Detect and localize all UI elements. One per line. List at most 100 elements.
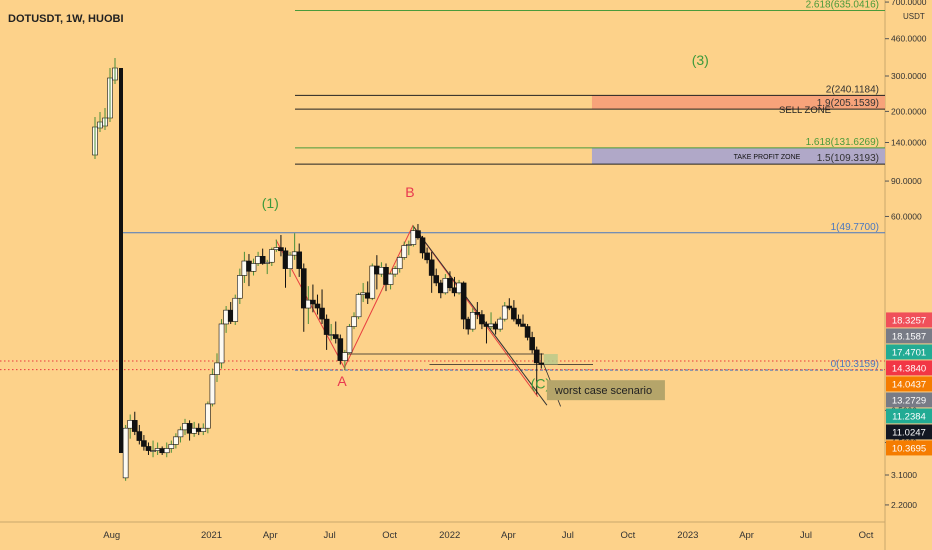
price-tag-label: 14.3840 <box>892 363 926 374</box>
y-tick-label: 60.0000 <box>891 211 922 221</box>
candle-body <box>127 420 134 429</box>
fib-label: 2(240.1184) <box>826 84 879 95</box>
candle-body <box>186 423 193 434</box>
candle-body <box>255 256 261 264</box>
candle-body <box>223 309 229 325</box>
fib-label: 0(10.3159) <box>831 359 879 370</box>
candle-body <box>524 326 531 338</box>
candle-body <box>323 318 330 335</box>
price-tag <box>886 312 932 328</box>
wave-label: B <box>405 184 414 200</box>
candle-body <box>278 247 284 252</box>
price-axis[interactable]: 700.0000 460.0000 300.0000 200.0000 140.0000… <box>885 0 932 510</box>
candle-body <box>401 245 408 258</box>
candle-body <box>209 374 216 405</box>
candle-body <box>406 244 412 246</box>
candle-body <box>131 420 138 432</box>
candle-body <box>346 326 353 353</box>
candle-body <box>378 267 385 275</box>
candle-body <box>529 337 535 351</box>
candle-body <box>337 338 344 361</box>
candle-body <box>428 259 435 276</box>
zones-layer: TAKE PROFIT ZONE <box>591 95 885 165</box>
position-box <box>543 354 558 365</box>
candle-body <box>218 323 225 364</box>
candle-body <box>538 362 545 365</box>
y-tick-label: 460.0000 <box>891 34 927 44</box>
candle-body <box>483 323 490 327</box>
y-tick-label: 200.0000 <box>891 106 927 116</box>
plot-background <box>0 0 885 550</box>
wave-labels-layer: (1) B (3) A (C) worst case scenario <box>262 52 709 401</box>
candle-body <box>492 323 499 330</box>
fib-label: 1.5(109.3193) <box>817 153 879 164</box>
candle-body <box>195 427 202 432</box>
candle-body <box>447 278 453 289</box>
price-axis-panel[interactable] <box>885 0 932 550</box>
candle-body <box>419 237 426 254</box>
candle-body <box>246 260 252 272</box>
candle-body <box>154 448 161 451</box>
candle-body <box>456 282 462 294</box>
candle-body <box>342 352 348 361</box>
price-tag <box>886 408 932 424</box>
x-tick-label: Apr <box>263 530 278 541</box>
candle-body <box>332 334 339 339</box>
wave-label: (3) <box>692 52 709 68</box>
price-tag <box>886 344 932 360</box>
candle-body <box>497 318 503 330</box>
candle-body <box>268 249 275 263</box>
y-tick-label: 2.2000 <box>891 500 917 510</box>
price-tag <box>886 424 932 440</box>
candle-body <box>506 305 513 309</box>
candle-body <box>433 275 440 284</box>
candle-body <box>305 299 312 309</box>
candle-body <box>200 427 207 432</box>
fib-label: 2.618(635.0416) <box>806 0 879 11</box>
sell-zone-label: SELL ZONE <box>779 105 831 116</box>
candle-body <box>369 265 376 299</box>
x-tick-label: 2021 <box>201 530 222 541</box>
candle-body <box>442 278 449 294</box>
axis-unit: USDT <box>903 12 925 21</box>
take-profit-zone-label: TAKE PROFIT ZONE <box>734 154 801 161</box>
y-tick-label: 700.0000 <box>891 0 927 7</box>
time-axis[interactable]: Aug 2021 Apr Jul Oct 2022 Apr Jul Oct 2023 Apr Jul O… <box>0 521 885 541</box>
worst-case-callout <box>546 380 665 401</box>
candle-body <box>205 403 211 429</box>
candle-body <box>177 429 184 438</box>
candle-body <box>451 287 458 294</box>
price-tag <box>886 360 932 376</box>
candle-body <box>515 318 522 325</box>
price-tag-label: 11.2384 <box>892 411 926 422</box>
candle-body <box>383 267 389 285</box>
candle-body <box>410 230 417 245</box>
x-tick-label: Apr <box>501 530 516 541</box>
candle-body <box>259 256 266 264</box>
candle-body <box>520 323 526 327</box>
x-tick-label: Jul <box>324 530 336 541</box>
wave-label: A <box>337 373 347 389</box>
candle-body <box>150 450 156 452</box>
price-tag-label: 18.1587 <box>892 331 926 342</box>
symbol-title: DOTUSDT, 1W, HUOBI <box>8 13 124 25</box>
candle-body <box>241 260 248 276</box>
candle-body <box>474 312 481 315</box>
candle-body <box>501 305 508 320</box>
x-tick-label: Jul <box>562 530 574 541</box>
worst-case-callout-label: worst case scenario <box>554 385 652 397</box>
x-tick-label: Aug <box>103 530 120 541</box>
candle-body <box>319 307 325 320</box>
candle-body <box>533 349 540 364</box>
candle-body <box>159 448 165 454</box>
y-tick-label: 90.0000 <box>891 176 922 186</box>
candle-body <box>291 251 298 256</box>
fib-label: 1.9(205.1539) <box>817 98 879 109</box>
candle-body <box>396 257 403 269</box>
candle-body <box>191 427 197 434</box>
candle-body <box>227 309 234 322</box>
price-tag <box>886 440 932 456</box>
candle-body <box>392 268 398 275</box>
candle-body <box>437 282 444 294</box>
